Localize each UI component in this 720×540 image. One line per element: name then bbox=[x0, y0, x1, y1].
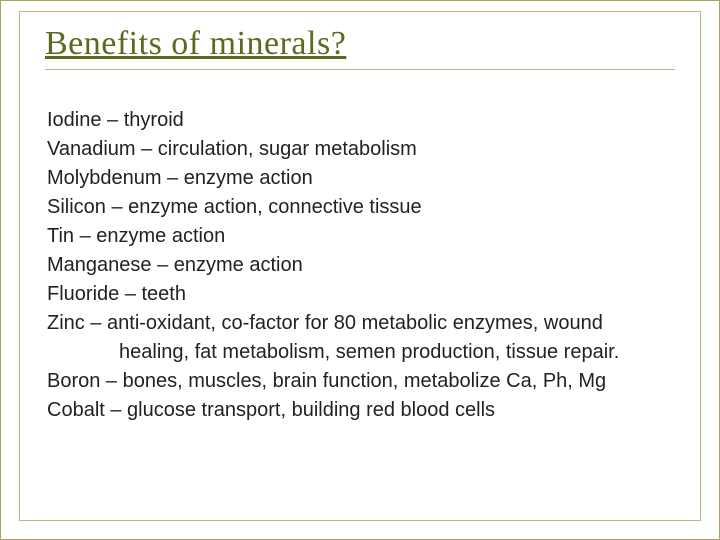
list-item: Zinc – anti-oxidant, co-factor for 80 me… bbox=[47, 309, 673, 338]
list-item: Tin – enzyme action bbox=[47, 222, 673, 251]
list-item: Molybdenum – enzyme action bbox=[47, 164, 673, 193]
list-item: Manganese – enzyme action bbox=[47, 251, 673, 280]
list-item: Iodine – thyroid bbox=[47, 106, 673, 135]
slide: Benefits of minerals? Iodine – thyroid V… bbox=[0, 0, 720, 540]
list-item: Fluoride – teeth bbox=[47, 280, 673, 309]
title-underline-rule bbox=[45, 69, 675, 70]
list-item: Silicon – enzyme action, connective tiss… bbox=[47, 193, 673, 222]
list-item: Boron – bones, muscles, brain function, … bbox=[47, 367, 673, 396]
content-area: Iodine – thyroid Vanadium – circulation,… bbox=[29, 76, 691, 425]
list-item: Cobalt – glucose transport, building red… bbox=[47, 396, 673, 425]
list-item-continuation: healing, fat metabolism, semen productio… bbox=[47, 338, 673, 367]
slide-title: Benefits of minerals? bbox=[45, 25, 675, 65]
title-area: Benefits of minerals? bbox=[29, 19, 691, 76]
list-item: Vanadium – circulation, sugar metabolism bbox=[47, 135, 673, 164]
